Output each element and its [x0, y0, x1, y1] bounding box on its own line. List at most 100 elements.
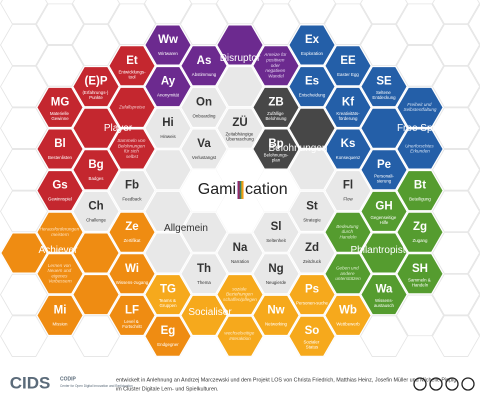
- credit-line: entwickelt in Anlehnung an Andrzej Marcz…: [116, 377, 456, 383]
- license-icon: [429, 377, 443, 391]
- group-hex: [288, 107, 336, 149]
- grid-hex: [396, 45, 444, 87]
- element-hex: [360, 65, 408, 108]
- element-symbol: Pe: [377, 159, 391, 171]
- grid-hex: [288, 0, 336, 25]
- group-name: Player: [104, 123, 133, 134]
- element-hex: [252, 294, 300, 337]
- element-label: Sammeln & Handeln: [408, 277, 432, 287]
- element-hex: [360, 273, 408, 316]
- element-hex: [288, 315, 336, 357]
- grid-hex: [0, 24, 48, 66]
- element-label: Feedback: [122, 197, 142, 202]
- group-hex: [180, 294, 228, 337]
- element-label: Level & Fortschritt: [122, 319, 142, 329]
- element-hex: [144, 65, 192, 108]
- element-hex: [360, 149, 408, 191]
- cells: Anreize für positiven oder negativen Wan…: [0, 24, 444, 357]
- group-hex: [72, 107, 120, 149]
- grid-hex: [396, 294, 444, 337]
- element-label: Verlustangst: [192, 155, 217, 160]
- group-note: Geben und andere unterstützen: [335, 266, 361, 282]
- element-hex: [144, 24, 192, 66]
- element-symbol: Eg: [161, 325, 176, 337]
- group-hex: [360, 107, 408, 149]
- grid-hex: [468, 294, 480, 337]
- grid-hex: [468, 3, 480, 45]
- element-label: Sozialer Status: [303, 340, 320, 350]
- element-hex: [108, 211, 156, 253]
- group-hex: [72, 232, 120, 274]
- element-label: Seltenheit: [266, 238, 286, 243]
- group-hex: [72, 273, 120, 316]
- element-label: Wettbewerb: [336, 322, 360, 327]
- element-label: Exploration: [301, 51, 324, 56]
- grid-hex: [0, 0, 48, 25]
- grid-hex: [468, 253, 480, 295]
- element-symbol: Na: [233, 242, 248, 254]
- element-label: Wirtwaren: [158, 51, 178, 56]
- group-note: Lernen von Neuem und eigenes Verbessern: [47, 263, 72, 284]
- group-name: Belohnungen: [269, 143, 328, 154]
- grid-hex: [0, 315, 48, 357]
- group-hex: [324, 253, 372, 295]
- grid-hex: [432, 190, 480, 233]
- element-symbol: Ww: [158, 34, 178, 46]
- element-label: Hinweis: [160, 134, 176, 139]
- element-label: Personali-sierung: [374, 173, 394, 183]
- group-hex: [396, 128, 444, 170]
- element-symbol: Zd: [305, 242, 319, 254]
- element-label: Entscheidung: [299, 93, 326, 98]
- grid-hex: [324, 3, 372, 45]
- element-hex: [36, 169, 84, 212]
- element-symbol: ZB: [268, 96, 283, 108]
- element-hex: [180, 86, 228, 129]
- grid-hex: [468, 169, 480, 212]
- logo: CIDS: [10, 373, 51, 392]
- element-symbol: Wb: [339, 304, 357, 316]
- element-hex: [396, 253, 444, 295]
- element-symbol: SE: [376, 76, 392, 88]
- element-label: Zugang: [413, 238, 428, 243]
- element-hex: [108, 253, 156, 295]
- element-label: Flow: [343, 197, 353, 202]
- element-hex: [252, 86, 300, 129]
- element-label: Challenge: [86, 218, 106, 223]
- element-symbol: Bt: [414, 180, 426, 192]
- grid-hex: [468, 86, 480, 129]
- element-hex: [396, 169, 444, 212]
- group-hex: [216, 65, 264, 108]
- center-hex: [180, 169, 228, 212]
- title-stripe: [242, 181, 244, 199]
- group-note: Zufallspreise: [118, 105, 145, 110]
- group-note: Herausforderungen meistern: [40, 227, 81, 237]
- grid-hex: [216, 0, 264, 25]
- element-symbol: Gs: [52, 180, 67, 192]
- group-hex: [108, 86, 156, 129]
- element-hex: [72, 65, 120, 108]
- element-label: Badges: [89, 176, 105, 181]
- center-hex: [216, 190, 264, 233]
- element-label: Bestenlisten: [48, 155, 72, 160]
- element-label: Teams & Gruppen: [159, 298, 177, 308]
- element-symbol: Ks: [341, 138, 356, 150]
- element-hex: [108, 169, 156, 212]
- element-hex: [144, 273, 192, 316]
- grid-hex: [252, 3, 300, 45]
- group-note: Anreize für positiven oder negativen Wan…: [263, 52, 288, 78]
- element-hex: [288, 65, 336, 108]
- element-hex: [216, 232, 264, 274]
- element-hex: [36, 86, 84, 129]
- group-note: Unerforschtes Erkunden: [405, 144, 435, 154]
- grid-hex: [468, 128, 480, 170]
- element-symbol: EE: [340, 55, 356, 67]
- grid-hex: [432, 273, 480, 316]
- org-full: Center for Open Digital Innovation and P…: [60, 384, 133, 388]
- element-hex: [72, 190, 120, 233]
- element-label: Neugierde: [266, 280, 287, 285]
- grid-hex: [468, 211, 480, 253]
- title-stripe: [237, 181, 239, 199]
- element-symbol: Wa: [376, 284, 393, 296]
- element-label: Gewinnspiel: [48, 197, 72, 202]
